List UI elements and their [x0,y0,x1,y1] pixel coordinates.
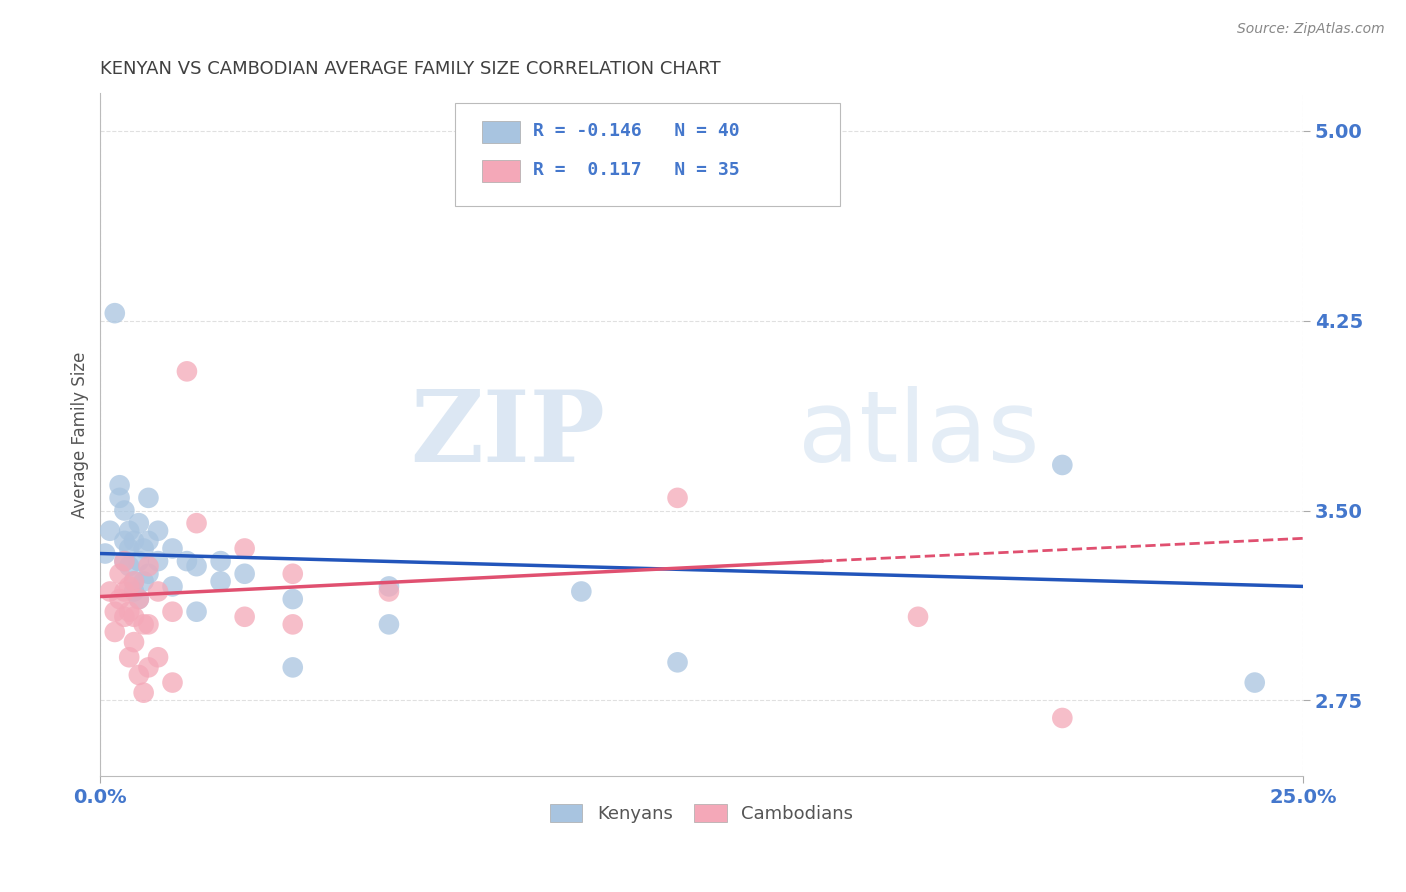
Point [132,541,155,556]
Point [118,524,141,538]
Point [112,503,135,517]
Point [122,574,145,589]
Point [176,554,198,568]
Text: atlas: atlas [797,386,1039,483]
Point [378,617,401,632]
Point [104,306,127,320]
Point [281,617,304,632]
Point [108,491,131,505]
Point [112,554,135,568]
Point [146,584,169,599]
FancyBboxPatch shape [481,160,520,182]
Point [666,656,689,670]
Point [122,635,145,649]
Point [186,516,208,531]
Point [118,541,141,556]
Point [122,609,145,624]
Point [128,592,150,607]
Point [1052,458,1074,472]
Point [176,364,198,378]
Point [132,686,155,700]
Point [1052,711,1074,725]
Point [162,675,184,690]
Text: R =  0.117   N = 35: R = 0.117 N = 35 [533,161,740,179]
Point [138,617,160,632]
Point [378,584,401,599]
Point [138,491,160,505]
Point [118,559,141,574]
Point [122,574,145,589]
FancyBboxPatch shape [456,103,839,206]
Point [118,650,141,665]
Point [128,668,150,682]
Point [108,592,131,607]
Point [146,650,169,665]
Y-axis label: Average Family Size: Average Family Size [72,351,89,517]
Legend: Kenyans, Cambodians: Kenyans, Cambodians [541,795,862,832]
Point [209,554,232,568]
Point [138,566,160,581]
Point [233,566,256,581]
Point [128,592,150,607]
Point [146,554,169,568]
Point [122,533,145,548]
Point [209,574,232,589]
Point [162,541,184,556]
Point [569,584,592,599]
Point [118,579,141,593]
Point [94,547,117,561]
Point [233,609,256,624]
Point [666,491,689,505]
Point [122,584,145,599]
Point [281,660,304,674]
Point [112,609,135,624]
FancyBboxPatch shape [481,121,520,143]
Point [104,624,127,639]
Point [281,566,304,581]
Text: KENYAN VS CAMBODIAN AVERAGE FAMILY SIZE CORRELATION CHART: KENYAN VS CAMBODIAN AVERAGE FAMILY SIZE … [100,60,721,78]
Point [118,605,141,619]
Point [1243,675,1265,690]
Point [98,524,121,538]
Point [281,592,304,607]
Point [138,660,160,674]
Point [146,524,169,538]
Point [162,579,184,593]
Point [112,533,135,548]
Point [128,554,150,568]
Point [186,559,208,574]
Point [132,617,155,632]
Text: R = -0.146   N = 40: R = -0.146 N = 40 [533,121,740,140]
Point [138,559,160,574]
Point [108,566,131,581]
Point [907,609,929,624]
Text: ZIP: ZIP [411,386,606,483]
Point [128,516,150,531]
Point [112,584,135,599]
Text: Source: ZipAtlas.com: Source: ZipAtlas.com [1237,22,1385,37]
Point [186,605,208,619]
Point [112,554,135,568]
Point [138,533,160,548]
Point [98,584,121,599]
Point [378,579,401,593]
Point [233,541,256,556]
Point [104,605,127,619]
Point [108,478,131,492]
Point [132,574,155,589]
Point [162,605,184,619]
